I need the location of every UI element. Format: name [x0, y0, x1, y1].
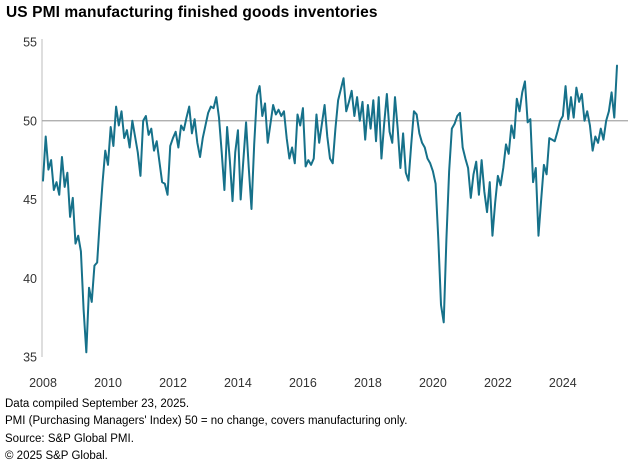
footer-source: Source: S&P Global PMI. [5, 432, 134, 445]
x-tick-label-2010: 2010 [94, 376, 122, 390]
y-tick-label-40: 40 [23, 272, 37, 286]
footer-copyright: © 2025 S&P Global. [5, 450, 108, 463]
pmi-series-line [42, 64, 618, 354]
y-tick-label-55: 55 [23, 36, 37, 50]
y-tick-label-45: 45 [23, 193, 37, 207]
y-tick-label-50: 50 [23, 114, 37, 128]
footer-notes: Data compiled September 23, 2025. PMI (P… [5, 396, 407, 466]
x-tick-label-2018: 2018 [354, 376, 382, 390]
chart-title: US PMI manufacturing finished goods inve… [6, 4, 378, 21]
pmi-line-plot: 55 50 45 40 35 2008 2010 2012 2014 2016 2018 2020 20… [23, 36, 628, 390]
x-tick-label-2014: 2014 [224, 376, 252, 390]
x-tick-label-2024: 2024 [549, 376, 577, 390]
x-tick-label-2022: 2022 [484, 376, 512, 390]
y-tick-label-35: 35 [23, 351, 37, 365]
x-tick-label-2016: 2016 [289, 376, 317, 390]
x-tick-label-2012: 2012 [159, 376, 187, 390]
footer-pmi-definition: PMI (Purchasing Managers' Index) 50 = no… [5, 415, 408, 428]
x-tick-label-2008: 2008 [29, 376, 57, 390]
footer-data-compiled: Data compiled September 23, 2025. [5, 398, 190, 410]
x-tick-label-2020: 2020 [419, 376, 447, 390]
